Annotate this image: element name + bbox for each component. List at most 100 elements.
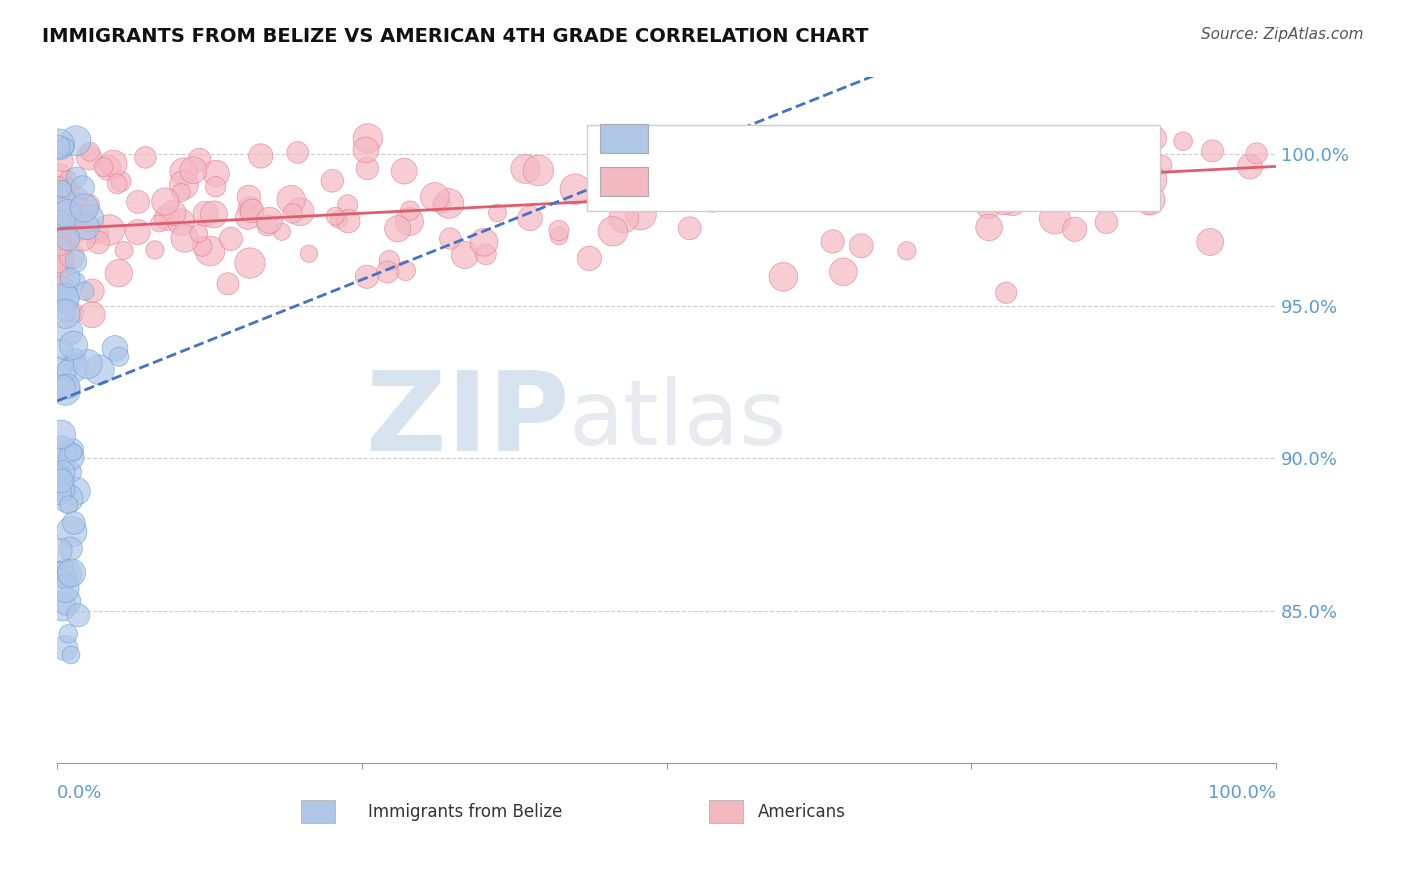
Point [104,342,127,356]
Point [48,288,70,302]
Point [288,204,311,219]
Point [1171,134,1194,148]
Point [356,161,378,176]
Point [65,211,87,225]
Point [48,250,70,264]
Point [53,140,76,154]
Point [55,384,77,398]
Point [55,291,77,305]
Point [56,201,79,215]
Point [52,342,75,356]
Point [48,220,70,235]
Point [259,213,281,227]
Point [917,131,939,145]
Point [48,261,70,276]
Point [62,199,84,213]
Point [205,166,228,180]
Point [51,182,73,196]
Point [198,244,221,258]
Point [48,196,70,211]
Point [378,253,401,268]
Point [48,181,70,195]
Point [103,157,125,171]
Point [430,197,453,211]
Point [48,219,70,233]
Point [52,154,75,169]
Point [72,180,94,194]
Point [48,223,70,237]
Point [48,227,70,241]
Point [56,594,79,608]
Point [630,207,652,221]
Point [1152,158,1174,172]
Point [354,143,377,157]
Point [51,474,73,488]
Point [188,153,211,167]
Point [56,363,79,377]
Point [127,225,149,239]
Point [995,285,1018,300]
Point [515,161,537,176]
Point [52,380,75,394]
Point [51,201,73,215]
Point [55,304,77,318]
Point [472,235,495,250]
Point [65,134,87,148]
Point [1095,215,1118,229]
Point [637,183,659,197]
Point [48,179,70,194]
Text: Source: ZipAtlas.com: Source: ZipAtlas.com [1201,27,1364,42]
Point [60,648,83,662]
Point [52,280,75,294]
Point [1063,222,1085,236]
Point [548,224,571,238]
Point [181,163,204,178]
Point [48,250,70,264]
Point [731,169,754,183]
Point [1201,144,1223,158]
Point [1057,164,1080,178]
Point [851,239,873,253]
Point [56,184,79,198]
Point [56,207,79,221]
Point [52,291,75,305]
Point [59,465,82,479]
Point [194,207,217,221]
Point [76,357,98,371]
Point [1094,143,1116,157]
Point [187,227,209,241]
Point [548,228,571,243]
Point [89,363,111,377]
Point [486,206,509,220]
Point [48,169,70,184]
Point [62,338,84,352]
Point [105,177,128,191]
Point [82,308,104,322]
Point [270,225,292,239]
Point [832,265,855,279]
Point [148,216,170,230]
FancyBboxPatch shape [599,124,648,153]
Point [752,131,775,145]
Point [1142,173,1164,187]
Point [399,203,422,218]
Point [48,471,70,485]
Point [240,203,263,218]
Point [53,220,76,235]
Text: N =  69: N = 69 [898,129,979,148]
Point [108,350,131,364]
Point [395,263,418,277]
Point [772,269,794,284]
Point [79,211,101,225]
Point [605,160,627,174]
FancyBboxPatch shape [599,168,648,196]
Point [52,289,75,303]
Point [578,252,600,266]
Text: R = 0.484: R = 0.484 [662,172,769,191]
Point [60,450,83,464]
Point [48,198,70,212]
Point [112,244,135,258]
Point [724,153,747,167]
Point [48,362,70,376]
Point [1116,188,1139,202]
